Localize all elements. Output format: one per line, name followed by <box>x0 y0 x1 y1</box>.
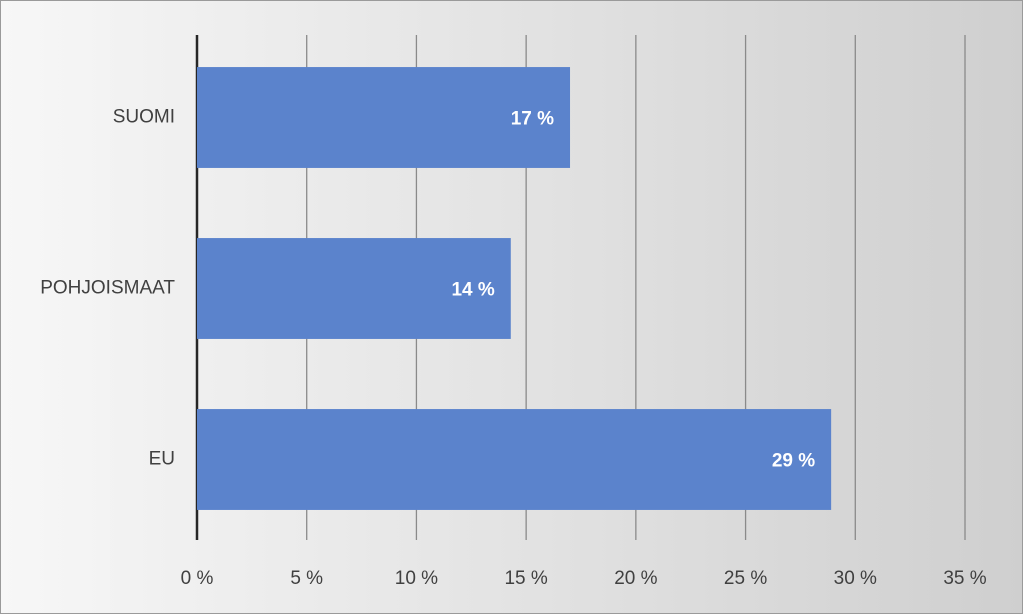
x-tick-label: 15 % <box>504 568 547 589</box>
x-tick-label: 20 % <box>614 568 657 589</box>
bar <box>197 238 511 339</box>
bar <box>197 67 571 168</box>
bar <box>197 409 832 510</box>
x-tick-label: 35 % <box>943 568 986 589</box>
x-tick-label: 25 % <box>724 568 767 589</box>
value-label: 17 % <box>511 109 554 130</box>
y-tick-label: POHJOISMAAT <box>40 278 175 299</box>
y-tick-label: SUOMI <box>113 107 175 128</box>
y-tick-label: EU <box>149 449 175 470</box>
x-tick-label: 10 % <box>395 568 438 589</box>
value-label: 29 % <box>772 451 815 472</box>
value-label: 14 % <box>451 280 494 301</box>
x-tick-label: 30 % <box>834 568 877 589</box>
x-tick-label: 0 % <box>181 568 214 589</box>
x-tick-label: 5 % <box>290 568 323 589</box>
